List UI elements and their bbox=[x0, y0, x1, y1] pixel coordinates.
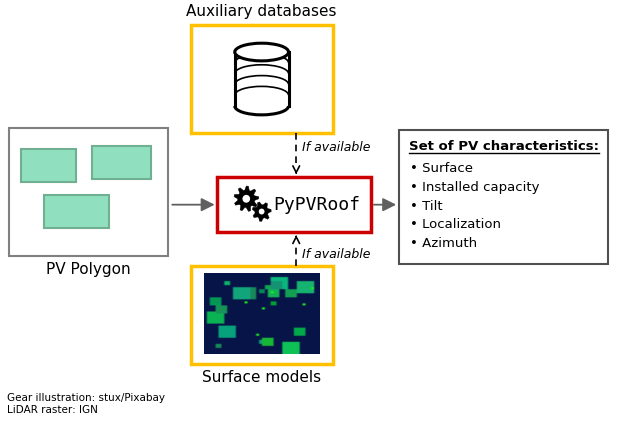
Ellipse shape bbox=[235, 43, 289, 61]
FancyBboxPatch shape bbox=[44, 195, 109, 228]
Text: • Surface: • Surface bbox=[410, 162, 474, 176]
Text: Set of PV characteristics:: Set of PV characteristics: bbox=[408, 140, 598, 153]
FancyBboxPatch shape bbox=[92, 146, 151, 179]
FancyBboxPatch shape bbox=[191, 265, 333, 364]
Text: If available: If available bbox=[302, 248, 371, 261]
Text: Gear illustration: stux/Pixabay
LiDAR raster: IGN: Gear illustration: stux/Pixabay LiDAR ra… bbox=[7, 393, 165, 415]
Text: • Localization: • Localization bbox=[410, 218, 502, 232]
FancyBboxPatch shape bbox=[9, 128, 168, 256]
Text: • Azimuth: • Azimuth bbox=[410, 237, 477, 250]
Text: If available: If available bbox=[302, 141, 371, 154]
Text: PyPVRoof: PyPVRoof bbox=[273, 196, 360, 214]
Polygon shape bbox=[252, 202, 271, 221]
Circle shape bbox=[259, 209, 264, 215]
Circle shape bbox=[243, 195, 250, 203]
Text: • Installed capacity: • Installed capacity bbox=[410, 181, 540, 194]
FancyBboxPatch shape bbox=[218, 177, 371, 232]
Polygon shape bbox=[234, 186, 259, 211]
Text: Surface models: Surface models bbox=[202, 370, 321, 385]
Polygon shape bbox=[235, 52, 289, 106]
FancyBboxPatch shape bbox=[191, 25, 333, 133]
Text: Auxiliary databases: Auxiliary databases bbox=[186, 4, 337, 19]
Text: PV Polygon: PV Polygon bbox=[46, 262, 131, 276]
Text: • Tilt: • Tilt bbox=[410, 200, 443, 213]
FancyBboxPatch shape bbox=[399, 130, 609, 264]
FancyBboxPatch shape bbox=[20, 149, 76, 182]
